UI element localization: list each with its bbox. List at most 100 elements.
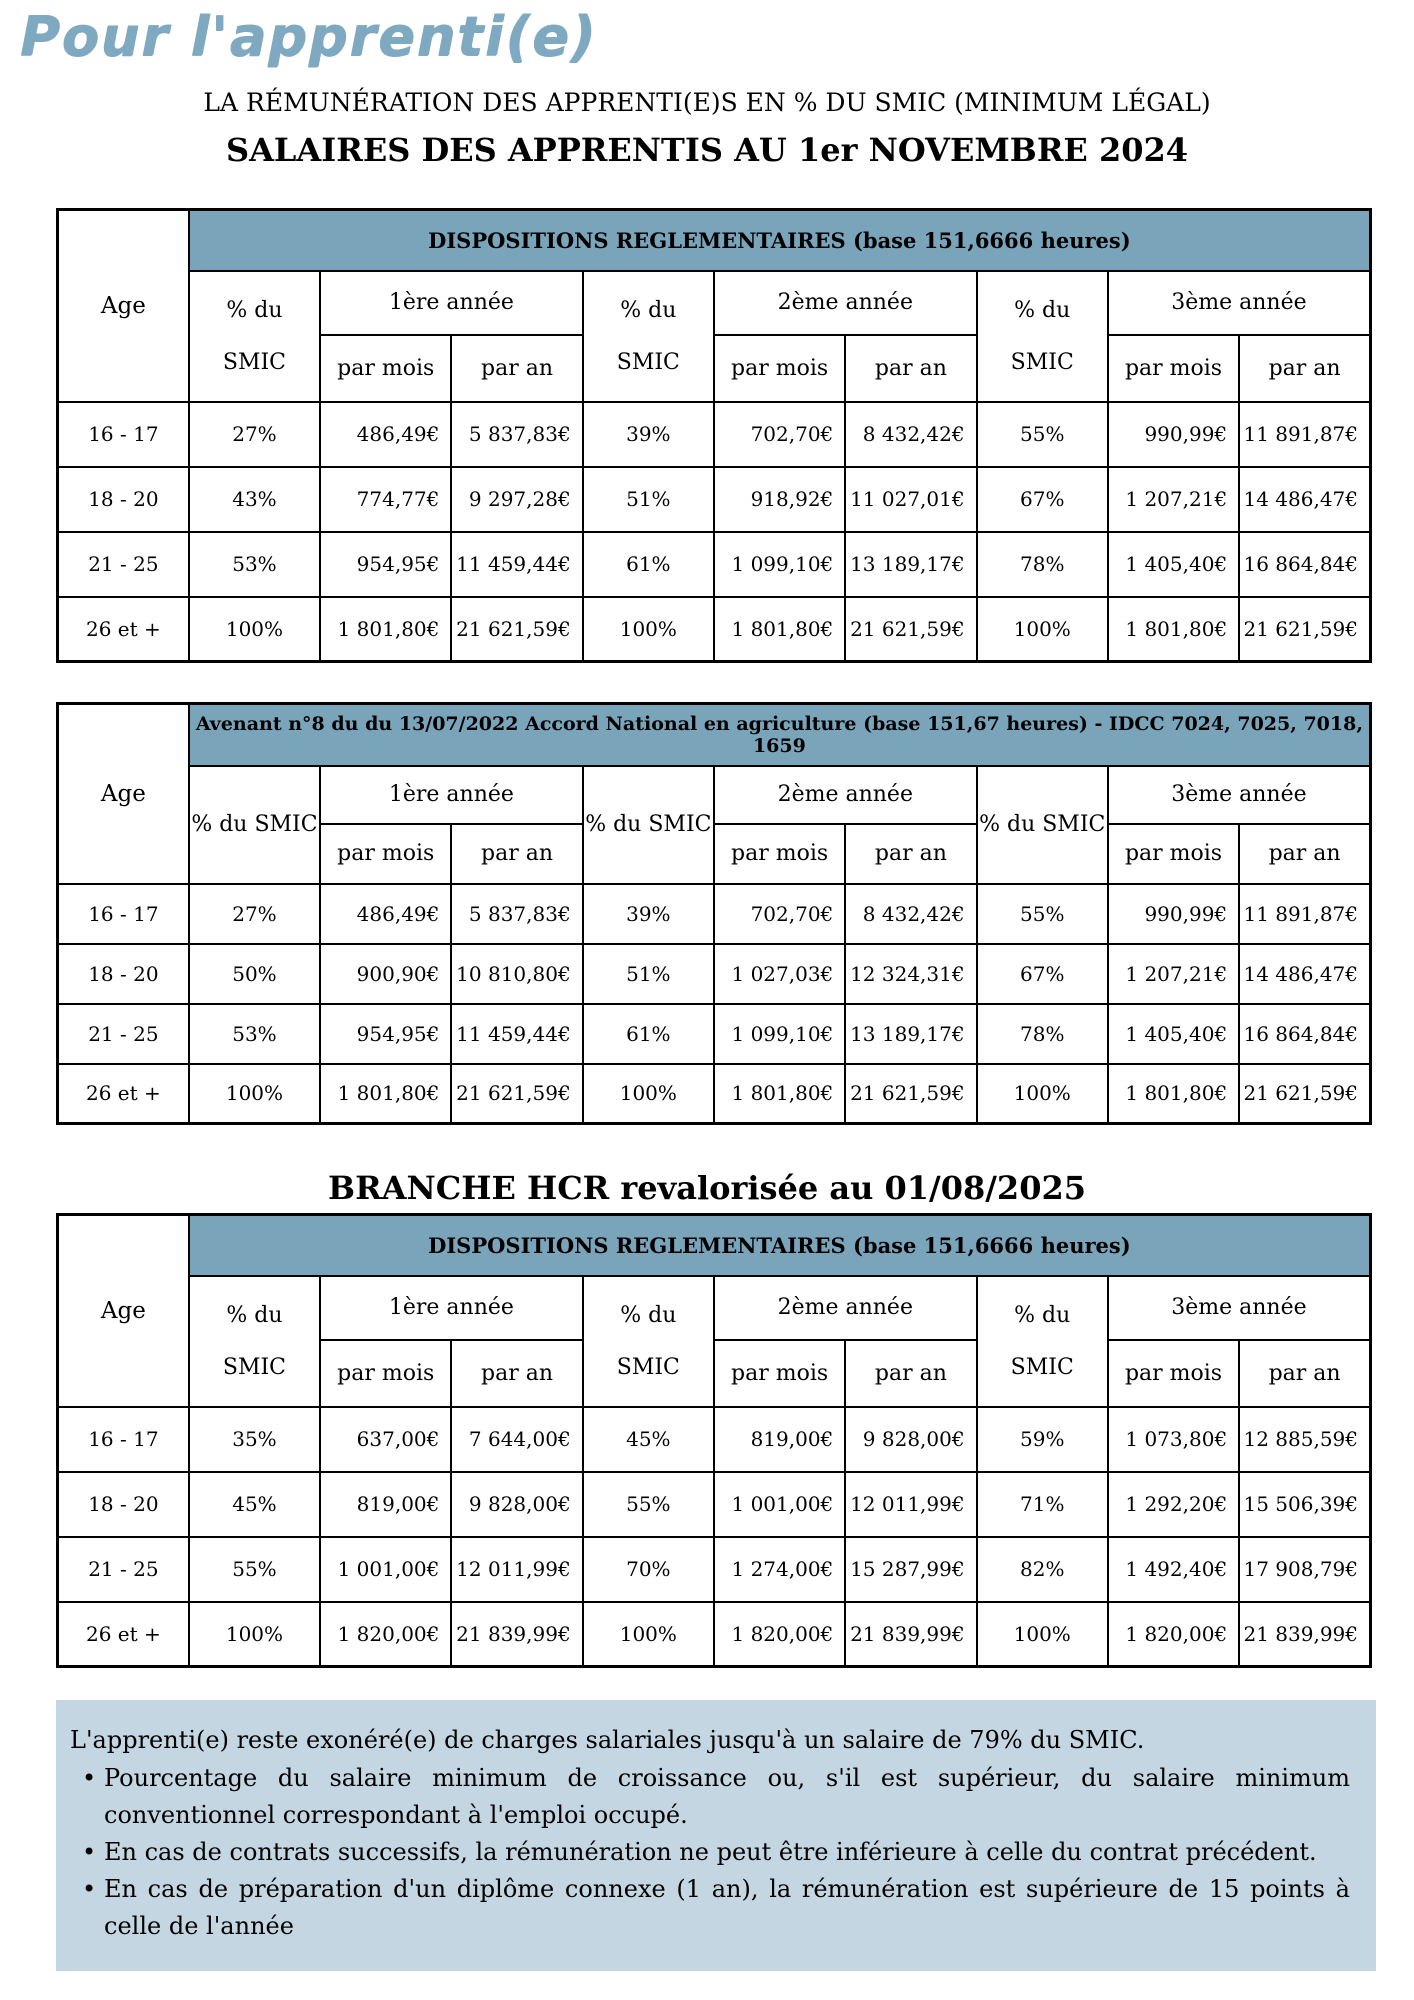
year2-header: 2ème année [714,766,977,824]
section-heading-salaires: SALAIRES DES APPRENTIS AU 1er NOVEMBRE 2… [0,131,1414,169]
amount-cell: 10 810,80€ [451,944,582,1004]
note-item: En cas de contrats successifs, la rémuné… [70,1834,1350,1871]
percent-cell: 71% [977,1472,1108,1537]
pct-smic-header: % du SMIC [189,766,320,884]
percent-cell: 100% [583,597,714,662]
table-year-header-row: % duSMIC 1ère année % duSMIC 2ème année … [58,271,1371,335]
percent-cell: 100% [189,1602,320,1667]
amount-cell: 486,49€ [320,884,451,944]
year1-header: 1ère année [320,766,583,824]
table-banner: DISPOSITIONS REGLEMENTAIRES (base 151,66… [189,210,1371,271]
pct-label-line2: SMIC [190,350,319,375]
age-cell: 16 - 17 [58,884,189,944]
percent-cell: 100% [583,1602,714,1667]
amount-cell: 17 908,79€ [1239,1537,1370,1602]
per-month-header: par mois [320,1340,451,1407]
percent-cell: 100% [977,597,1108,662]
amount-cell: 1 820,00€ [714,1602,845,1667]
pct-smic-header: % duSMIC [583,1276,714,1407]
percent-cell: 78% [977,532,1108,597]
amount-cell: 5 837,83€ [451,884,582,944]
amount-cell: 918,92€ [714,467,845,532]
amount-cell: 11 891,87€ [1239,884,1370,944]
per-year-header: par an [451,824,582,884]
percent-cell: 50% [189,944,320,1004]
percent-cell: 78% [977,1004,1108,1064]
table-row: 21 - 2553%954,95€11 459,44€61%1 099,10€1… [58,1004,1371,1064]
pct-label-line2: SMIC [190,1355,319,1380]
notes-intro: L'apprenti(e) reste exonéré(e) de charge… [70,1722,1350,1759]
year3-header: 3ème année [1108,271,1371,335]
amount-cell: 1 801,80€ [320,1064,451,1124]
age-column-header: Age [58,210,189,402]
percent-cell: 55% [583,1472,714,1537]
percent-cell: 100% [189,1064,320,1124]
amount-cell: 954,95€ [320,532,451,597]
percent-cell: 82% [977,1537,1108,1602]
pct-label-line2: SMIC [978,350,1107,375]
amount-cell: 954,95€ [320,1004,451,1064]
percent-cell: 27% [189,884,320,944]
age-column-header: Age [58,1215,189,1407]
year2-header: 2ème année [714,1276,977,1340]
pct-smic-header: % duSMIC [583,271,714,402]
age-cell: 26 et + [58,1602,189,1667]
table-banner-row: Age Avenant n°8 du du 13/07/2022 Accord … [58,704,1371,766]
per-year-header: par an [845,335,976,402]
amount-cell: 21 621,59€ [451,597,582,662]
pct-smic-header: % du SMIC [189,271,320,402]
amount-cell: 12 011,99€ [451,1537,582,1602]
amount-cell: 9 828,00€ [451,1472,582,1537]
amount-cell: 486,49€ [320,402,451,467]
percent-cell: 39% [583,402,714,467]
pct-label-line1: % du [190,298,319,323]
per-month-header: par mois [714,335,845,402]
amount-cell: 21 839,99€ [451,1602,582,1667]
notes-block: L'apprenti(e) reste exonéré(e) de charge… [56,1700,1376,1971]
amount-cell: 1 801,80€ [1108,1064,1239,1124]
pct-smic-header: % duSMIC [189,1276,320,1407]
age-cell: 18 - 20 [58,467,189,532]
percent-cell: 51% [583,944,714,1004]
amount-cell: 1 207,21€ [1108,944,1239,1004]
table-year-header-row: % du SMIC 1ère année % du SMIC 2ème anné… [58,766,1371,824]
amount-cell: 11 459,44€ [451,1004,582,1064]
amount-cell: 15 506,39€ [1239,1472,1370,1537]
pct-label-line2: SMIC [978,1355,1107,1380]
age-cell: 21 - 25 [58,532,189,597]
per-month-header: par mois [714,824,845,884]
note-item: En cas de préparation d'un diplôme conne… [70,1871,1350,1945]
table-row: 16 - 1727%486,49€5 837,83€39%702,70€8 43… [58,402,1371,467]
amount-cell: 21 839,99€ [845,1602,976,1667]
year3-header: 3ème année [1108,1276,1371,1340]
amount-cell: 21 621,59€ [1239,1064,1370,1124]
age-cell: 26 et + [58,1064,189,1124]
age-cell: 26 et + [58,597,189,662]
table-row: 26 et +100%1 801,80€21 621,59€100%1 801,… [58,1064,1371,1124]
per-month-header: par mois [1108,1340,1239,1407]
percent-cell: 100% [977,1064,1108,1124]
table-banner-row: Age DISPOSITIONS REGLEMENTAIRES (base 15… [58,1215,1371,1276]
table-row: 21 - 2555%1 001,00€12 011,99€70%1 274,00… [58,1537,1371,1602]
per-year-header: par an [451,335,582,402]
amount-cell: 819,00€ [714,1407,845,1472]
per-year-header: par an [1239,824,1370,884]
amount-cell: 1 001,00€ [320,1537,451,1602]
amount-cell: 1 820,00€ [320,1602,451,1667]
amount-cell: 14 486,47€ [1239,944,1370,1004]
table-accord-agriculture: Age Avenant n°8 du du 13/07/2022 Accord … [56,702,1372,1125]
table-dispositions-reglementaires: Age DISPOSITIONS REGLEMENTAIRES (base 15… [56,208,1372,663]
amount-cell: 16 864,84€ [1239,532,1370,597]
amount-cell: 1 073,80€ [1108,1407,1239,1472]
amount-cell: 11 027,01€ [845,467,976,532]
year1-header: 1ère année [320,1276,583,1340]
amount-cell: 637,00€ [320,1407,451,1472]
percent-cell: 45% [583,1407,714,1472]
note-item: Pourcentage du salaire minimum de croiss… [70,1760,1350,1834]
year3-header: 3ème année [1108,766,1371,824]
amount-cell: 21 621,59€ [845,597,976,662]
per-year-header: par an [845,1340,976,1407]
amount-cell: 12 011,99€ [845,1472,976,1537]
age-cell: 21 - 25 [58,1004,189,1064]
amount-cell: 1 274,00€ [714,1537,845,1602]
